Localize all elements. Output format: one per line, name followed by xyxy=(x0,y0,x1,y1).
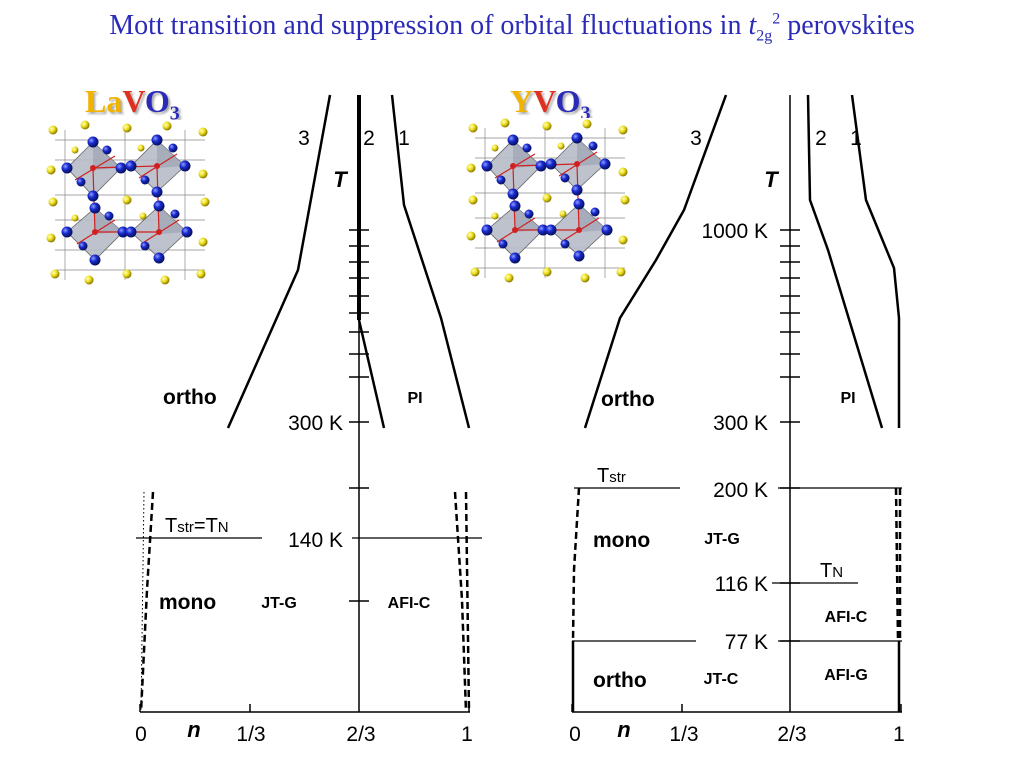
left-n-tick-1-3: 1/3 xyxy=(236,723,265,746)
yvo3-crystal-structure xyxy=(464,117,631,284)
o-part: O xyxy=(144,83,170,119)
left-n-ticks xyxy=(139,704,470,712)
v-part: V xyxy=(533,83,556,119)
right-curve-label-2: 2 xyxy=(815,127,827,150)
right-tn-label: TN xyxy=(820,560,843,582)
right-phase-afic: AFI-C xyxy=(825,609,868,626)
left-dashed-boundary-right2 xyxy=(464,491,471,713)
right-n-tick-1-3: 1/3 xyxy=(669,723,698,746)
right-n-ticks xyxy=(571,704,902,712)
left-n-tick-1: 1 xyxy=(461,723,473,746)
right-n-tick-2-3: 2/3 xyxy=(777,723,806,746)
left-curve-2 xyxy=(357,319,386,429)
lavo3-crystal-structure xyxy=(44,119,211,286)
right-phase-ortho-bottom: ortho xyxy=(593,669,647,692)
left-label-300k: 300 K xyxy=(288,412,343,435)
left-dashed-boundary-right xyxy=(453,491,468,713)
left-transition-label: Tstr=TN xyxy=(165,515,229,537)
right-phase-mono: mono xyxy=(593,529,650,552)
right-curve-1 xyxy=(850,94,901,428)
left-n-tick-0: 0 xyxy=(135,723,147,746)
left-curve-1 xyxy=(390,94,471,429)
right-phase-afig: AFI-G xyxy=(824,667,868,684)
left-phase-jtg: JT-G xyxy=(261,595,297,612)
left-t-axis-title: T xyxy=(333,167,348,192)
left-dotted-boundary-left xyxy=(140,491,145,713)
left-n-axis-label: n xyxy=(187,717,200,742)
left-phase-mono: mono xyxy=(159,591,216,614)
left-phase-afic: AFI-C xyxy=(388,595,431,612)
right-t-axis-title: T xyxy=(764,167,779,192)
y-part: Y xyxy=(510,83,534,119)
right-label-1000k: 1000 K xyxy=(701,220,768,243)
left-curve-label-2: 2 xyxy=(363,127,375,150)
right-curve-label-1: 1 xyxy=(850,127,862,150)
right-n-tick-1: 1 xyxy=(893,723,905,746)
right-dashed-boundary-left xyxy=(571,487,581,642)
yvo3-phase-diagram: 3 2 1 T 1000 K 300 K 200 K 116 K 77 K or… xyxy=(569,94,905,746)
right-label-300k: 300 K xyxy=(713,412,768,435)
left-label-140k: 140 K xyxy=(288,529,343,552)
right-curve-2 xyxy=(806,94,884,429)
yvo3-compound-label: YVO3 xyxy=(510,83,591,125)
right-label-77k: 77 K xyxy=(725,631,768,654)
lavo3-compound-label: LaVO3 xyxy=(85,83,180,125)
left-n-tick-2-3: 2/3 xyxy=(346,723,375,746)
left-dashed-boundary-left xyxy=(139,491,155,713)
left-curve-label-3: 3 xyxy=(298,127,310,150)
left-curve-3 xyxy=(226,94,332,429)
right-phase-ortho-top: ortho xyxy=(601,388,655,411)
right-tstr-label: Tstr xyxy=(597,465,626,487)
right-dashed-boundary-right xyxy=(894,487,900,642)
right-phase-jtg: JT-G xyxy=(704,531,740,548)
la-part: La xyxy=(85,83,123,119)
left-phase-ortho: ortho xyxy=(163,386,217,409)
lavo3-phase-diagram: 3 2 1 T 300 K 140 K ortho PI mono JT-G A… xyxy=(135,94,482,746)
right-label-116k: 116 K xyxy=(715,573,768,596)
left-curve-label-1: 1 xyxy=(398,127,410,150)
o-part: O xyxy=(555,83,581,119)
right-n-axis-label: n xyxy=(617,717,630,742)
title-t-symbol: t xyxy=(748,10,757,41)
right-curve-label-3: 3 xyxy=(690,127,702,150)
right-curve-3 xyxy=(583,94,728,429)
left-phase-pi: PI xyxy=(407,390,422,407)
right-phase-pi: PI xyxy=(840,390,855,407)
right-label-200k: 200 K xyxy=(713,479,768,502)
slide-title: Mott transition and suppression of orbit… xyxy=(109,10,915,45)
right-phase-jtc: JT-C xyxy=(704,671,739,688)
v-part: V xyxy=(122,83,145,119)
right-n-tick-0: 0 xyxy=(569,723,581,746)
